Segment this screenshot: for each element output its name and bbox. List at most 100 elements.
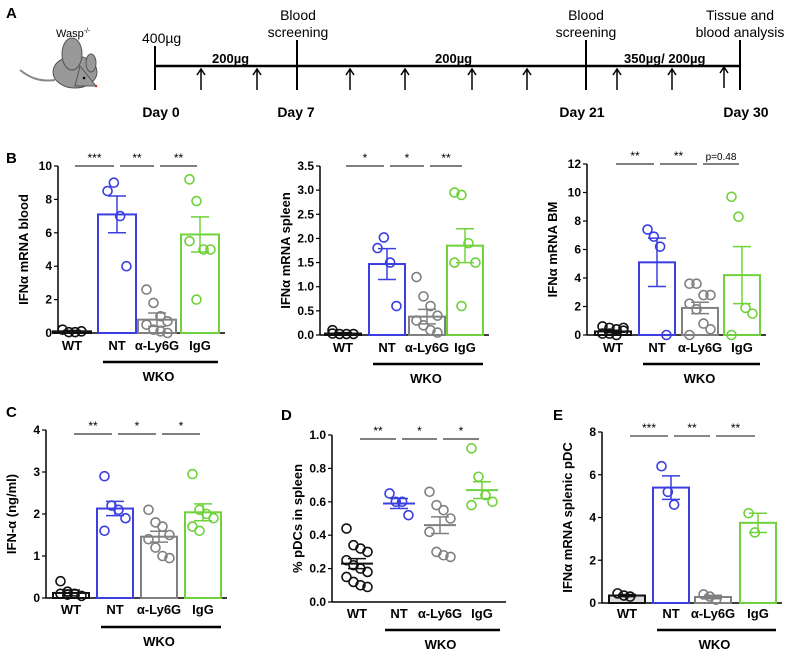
data-point: [164, 529, 175, 541]
data-point: [661, 329, 672, 341]
data-point: [418, 291, 429, 302]
y-axis-label: % pDCs in spleen: [290, 464, 305, 573]
y-tick-label: 0.6: [309, 495, 326, 509]
series-igg: [739, 507, 777, 604]
data-point: [624, 591, 636, 602]
x-category-label: WT: [61, 602, 81, 617]
data-point: [205, 244, 216, 255]
series-aly6g: [681, 278, 719, 341]
panel-label-b: B: [6, 150, 17, 167]
data-point: [143, 504, 154, 516]
chart-b1: 0 2 4 6 8 10 IFNα mRNA blood WT NT α-Ly6G IgG WKO **…: [16, 151, 225, 384]
x-category-label: α-Ly6G: [691, 606, 735, 621]
series-igg: [466, 443, 498, 511]
x-category-label: WT: [617, 606, 637, 621]
wko-label: WKO: [143, 634, 175, 649]
series-nt: [368, 232, 406, 336]
day-7: Day 7: [277, 104, 315, 120]
data-point: [362, 546, 373, 558]
data-point: [749, 527, 761, 538]
significance-label: **: [674, 149, 684, 163]
data-point: [743, 507, 754, 519]
y-tick-label: 4: [574, 271, 581, 285]
dose-1: 200µg: [212, 51, 249, 66]
wko-label: WKO: [143, 369, 175, 384]
series-wt: [341, 523, 373, 593]
significance-label: *: [417, 424, 422, 438]
y-tick-label: 6: [574, 243, 581, 257]
y-tick-label: 10: [39, 159, 53, 173]
data-point: [76, 590, 87, 602]
significance-label: **: [88, 419, 98, 433]
panel-label-a: A: [6, 5, 17, 22]
data-point: [148, 297, 159, 309]
series-aly6g: [694, 589, 732, 606]
data-point: [438, 504, 449, 516]
x-category-label: α-Ly6G: [137, 602, 181, 617]
data-point: [456, 189, 467, 201]
data-point: [618, 322, 629, 334]
chart-b2: 0.0 0.5 1.0 1.5 2.0 2.5 3.0 3.5 IFNα mRNA spleen…: [278, 151, 489, 386]
data-point: [463, 237, 474, 249]
data-point: [449, 257, 460, 268]
data-point: [55, 575, 66, 587]
data-point: [362, 566, 373, 578]
x-category-label: NT: [648, 340, 665, 355]
data-point: [55, 588, 66, 600]
data-point: [411, 271, 422, 283]
bar: [184, 511, 222, 600]
data-point: [487, 496, 498, 508]
x-category-label: NT: [662, 606, 679, 621]
day-30: Day 30: [723, 104, 768, 120]
data-point: [733, 211, 744, 223]
y-tick-label: 12: [568, 157, 582, 171]
data-point: [390, 496, 402, 508]
data-point: [191, 195, 202, 207]
y-axis-label: IFNα mRNA blood: [16, 194, 31, 305]
significance-label: *: [363, 151, 368, 165]
dose-initial: 400µg: [142, 30, 181, 46]
y-tick-label: 4: [45, 259, 52, 273]
data-point: [424, 526, 435, 538]
data-point: [597, 321, 608, 332]
y-tick-label: 8: [589, 425, 596, 439]
data-point: [194, 525, 205, 537]
series-igg: [184, 468, 222, 600]
data-point: [102, 185, 113, 197]
y-tick-label: 6: [589, 468, 596, 482]
y-tick-label: 4: [589, 511, 596, 525]
data-point: [341, 523, 352, 534]
data-point: [466, 443, 477, 454]
data-point: [184, 235, 195, 247]
data-point: [411, 315, 422, 326]
data-point: [403, 509, 414, 521]
significance-label: p=0.48: [706, 152, 737, 163]
data-point: [470, 257, 481, 268]
series-aly6g: [140, 504, 178, 599]
panel-label-e: E: [553, 407, 563, 424]
data-point: [63, 326, 75, 338]
chart-e: 0 2 4 6 8 IFNα mRNA splenic pDC WT NT α-Ly6G IgG W…: [560, 421, 782, 652]
y-tick-label: 1: [33, 549, 40, 563]
significance-label: *: [179, 419, 184, 433]
x-category-label: IgG: [192, 602, 214, 617]
series-wt: [608, 588, 646, 604]
data-point: [99, 470, 110, 482]
series-aly6g: [137, 284, 177, 339]
y-tick-label: 2: [33, 507, 40, 521]
data-point: [449, 187, 460, 198]
data-point: [684, 298, 695, 309]
panel-a-timeline: A Wasp-/- 400µg 200µg 200µg 350µg/ 200µg…: [6, 5, 784, 120]
data-point: [445, 551, 456, 563]
wko-label: WKO: [699, 637, 731, 652]
x-category-label: NT: [378, 340, 395, 355]
x-category-label: IgG: [471, 606, 493, 621]
y-tick-label: 0: [574, 328, 581, 342]
y-tick-label: 2.5: [297, 207, 314, 221]
data-point: [466, 499, 477, 511]
y-tick-label: 1.0: [297, 280, 314, 294]
significance-label: ***: [87, 151, 101, 165]
y-tick-label: 0: [45, 326, 52, 340]
y-tick-label: 0.8: [309, 461, 326, 475]
